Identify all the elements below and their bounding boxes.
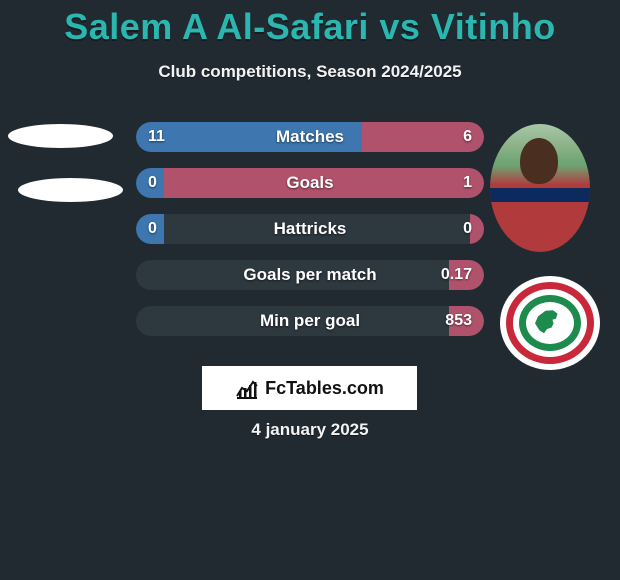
comparison-row: Matches11 6 [136, 122, 484, 152]
chart-icon [235, 376, 259, 400]
bar-value-right: 0 [463, 214, 472, 244]
player2-club-badge [500, 276, 600, 370]
comparison-chart: Matches116Goals01Hattricks00Goals per ma… [136, 122, 484, 352]
bar-value-right: 1 [463, 168, 472, 198]
bar-label: Hattricks [136, 214, 484, 244]
player1-club-avatar-placeholder [18, 178, 123, 202]
subtitle: Club competitions, Season 2024/2025 [0, 62, 620, 82]
bar-label: Matches [136, 122, 484, 152]
bar-value-right: 0.17 [441, 260, 472, 290]
comparison-row: Goals per match0.17 [136, 260, 484, 290]
comparison-row: Hattricks0 0 [136, 214, 484, 244]
bar-value-left: 0 [148, 214, 157, 244]
bar-value-left: 11 [148, 122, 165, 152]
brand-text: FcTables.com [265, 378, 384, 399]
bar-label: Min per goal [136, 306, 484, 336]
bar-label: Goals per match [136, 260, 484, 290]
comparison-row: Min per goal853 [136, 306, 484, 336]
bar-value-right: 6 [463, 122, 472, 152]
date-label: 4 january 2025 [0, 420, 620, 440]
player1-avatar-placeholder [8, 124, 113, 148]
brand-box: FcTables.com [202, 366, 417, 410]
comparison-row: Goals0 1 [136, 168, 484, 198]
bar-value-right: 853 [445, 306, 472, 336]
page-title: Salem A Al-Safari vs Vitinho [0, 0, 620, 48]
bar-value-left: 0 [148, 168, 157, 198]
bar-label: Goals [136, 168, 484, 198]
player2-photo [490, 124, 590, 252]
